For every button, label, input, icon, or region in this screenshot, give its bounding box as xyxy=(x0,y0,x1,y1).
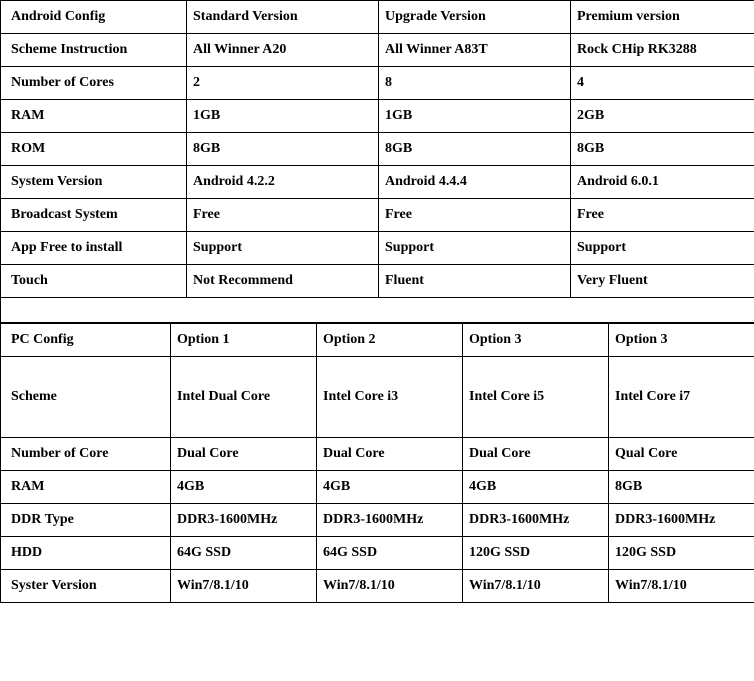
cell: 64G SSD xyxy=(317,537,463,570)
cell: Support xyxy=(571,232,754,265)
cell: Win7/8.1/10 xyxy=(609,570,754,603)
cell: Rock CHip RK3288 xyxy=(571,34,754,67)
cell: Very Fluent xyxy=(571,265,754,298)
cell: 120G SSD xyxy=(463,537,609,570)
header-cell: PC Config xyxy=(1,324,171,357)
cell: Fluent xyxy=(379,265,571,298)
cell: Win7/8.1/10 xyxy=(463,570,609,603)
header-cell: Premium version xyxy=(571,1,754,34)
cell: 8GB xyxy=(187,133,379,166)
header-cell: Android Config xyxy=(1,1,187,34)
table-row: Syster Version Win7/8.1/10 Win7/8.1/10 W… xyxy=(1,570,754,603)
cell: DDR3-1600MHz xyxy=(609,504,754,537)
row-label: Number of Cores xyxy=(1,67,187,100)
cell: 8GB xyxy=(609,471,754,504)
row-label: System Version xyxy=(1,166,187,199)
cell: Free xyxy=(187,199,379,232)
row-label: Syster Version xyxy=(1,570,171,603)
cell: 4 xyxy=(571,67,754,100)
cell: 64G SSD xyxy=(171,537,317,570)
cell: Free xyxy=(571,199,754,232)
cell: Support xyxy=(187,232,379,265)
cell: Qual Core xyxy=(609,438,754,471)
cell: Win7/8.1/10 xyxy=(171,570,317,603)
table-header-row: Android Config Standard Version Upgrade … xyxy=(1,1,754,34)
cell: DDR3-1600MHz xyxy=(317,504,463,537)
row-label: DDR Type xyxy=(1,504,171,537)
cell: Android 6.0.1 xyxy=(571,166,754,199)
cell: All Winner A83T xyxy=(379,34,571,67)
cell: Dual Core xyxy=(317,438,463,471)
cell: Not Recommend xyxy=(187,265,379,298)
cell: 2 xyxy=(187,67,379,100)
table-row: Touch Not Recommend Fluent Very Fluent xyxy=(1,265,754,298)
cell: 1GB xyxy=(379,100,571,133)
cell: DDR3-1600MHz xyxy=(171,504,317,537)
row-label: Scheme xyxy=(1,357,171,438)
table-row: Scheme Intel Dual Core Intel Core i3 Int… xyxy=(1,357,754,438)
cell: 1GB xyxy=(187,100,379,133)
table-row: DDR Type DDR3-1600MHz DDR3-1600MHz DDR3-… xyxy=(1,504,754,537)
cell: 4GB xyxy=(317,471,463,504)
cell: All Winner A20 xyxy=(187,34,379,67)
row-label: ROM xyxy=(1,133,187,166)
cell: 4GB xyxy=(171,471,317,504)
row-label: RAM xyxy=(1,100,187,133)
cell: Android 4.2.2 xyxy=(187,166,379,199)
cell: Free xyxy=(379,199,571,232)
cell: Support xyxy=(379,232,571,265)
row-label: Broadcast System xyxy=(1,199,187,232)
header-cell: Option 2 xyxy=(317,324,463,357)
table-row: System Version Android 4.2.2 Android 4.4… xyxy=(1,166,754,199)
cell: 2GB xyxy=(571,100,754,133)
table-row: HDD 64G SSD 64G SSD 120G SSD 120G SSD xyxy=(1,537,754,570)
table-row: Broadcast System Free Free Free xyxy=(1,199,754,232)
spacer-cell xyxy=(1,298,754,323)
table-row: ROM 8GB 8GB 8GB xyxy=(1,133,754,166)
cell: 4GB xyxy=(463,471,609,504)
header-cell: Option 3 xyxy=(609,324,754,357)
row-label: App Free to install xyxy=(1,232,187,265)
android-config-table: Android Config Standard Version Upgrade … xyxy=(0,0,754,323)
cell: Win7/8.1/10 xyxy=(317,570,463,603)
header-cell: Standard Version xyxy=(187,1,379,34)
cell: DDR3-1600MHz xyxy=(463,504,609,537)
table-header-row: PC Config Option 1 Option 2 Option 3 Opt… xyxy=(1,324,754,357)
row-label: Scheme Instruction xyxy=(1,34,187,67)
table-row: RAM 4GB 4GB 4GB 8GB xyxy=(1,471,754,504)
cell: 120G SSD xyxy=(609,537,754,570)
spacer-row xyxy=(1,298,754,323)
pc-config-table: PC Config Option 1 Option 2 Option 3 Opt… xyxy=(0,323,754,603)
cell: Intel Dual Core xyxy=(171,357,317,438)
table-row: Scheme Instruction All Winner A20 All Wi… xyxy=(1,34,754,67)
cell: Intel Core i7 xyxy=(609,357,754,438)
cell: Dual Core xyxy=(463,438,609,471)
row-label: HDD xyxy=(1,537,171,570)
cell: 8 xyxy=(379,67,571,100)
header-cell: Upgrade Version xyxy=(379,1,571,34)
header-cell: Option 3 xyxy=(463,324,609,357)
row-label: Number of Core xyxy=(1,438,171,471)
row-label: Touch xyxy=(1,265,187,298)
table-row: RAM 1GB 1GB 2GB xyxy=(1,100,754,133)
cell: Intel Core i5 xyxy=(463,357,609,438)
table-row: Number of Core Dual Core Dual Core Dual … xyxy=(1,438,754,471)
table-row: App Free to install Support Support Supp… xyxy=(1,232,754,265)
cell: 8GB xyxy=(571,133,754,166)
table-row: Number of Cores 2 8 4 xyxy=(1,67,754,100)
cell: Intel Core i3 xyxy=(317,357,463,438)
cell: Android 4.4.4 xyxy=(379,166,571,199)
row-label: RAM xyxy=(1,471,171,504)
cell: Dual Core xyxy=(171,438,317,471)
cell: 8GB xyxy=(379,133,571,166)
header-cell: Option 1 xyxy=(171,324,317,357)
